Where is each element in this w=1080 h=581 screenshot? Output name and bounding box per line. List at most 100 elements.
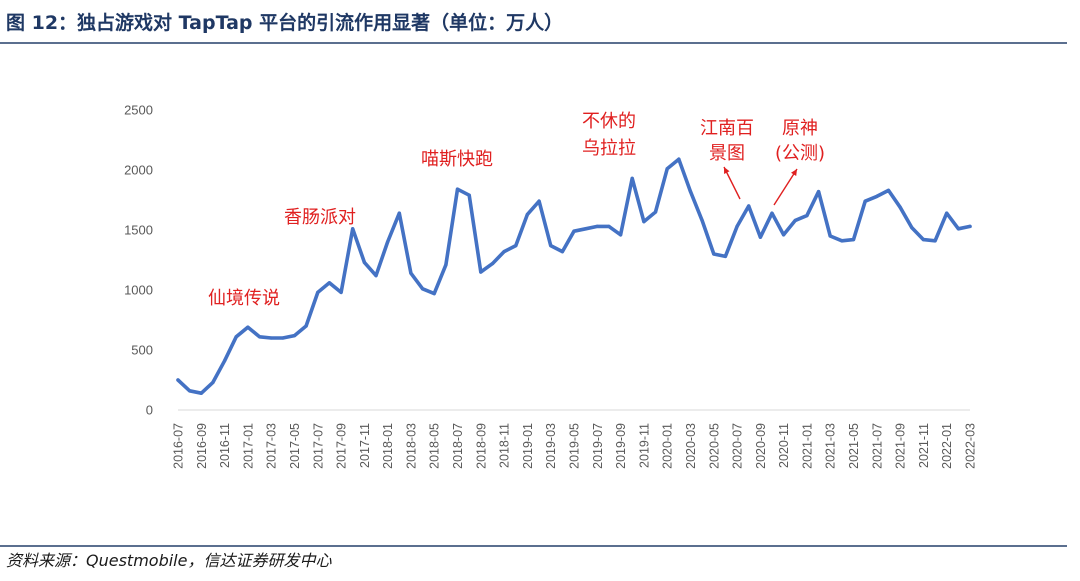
data-point — [514, 244, 518, 248]
data-point — [816, 190, 821, 194]
data-point — [595, 224, 599, 228]
data-point — [956, 227, 960, 231]
data-point — [758, 235, 762, 239]
x-tick-label: 2017-05 — [288, 423, 302, 469]
data-point — [525, 212, 530, 216]
data-point — [584, 227, 588, 231]
x-tick-label: 2016-07 — [172, 423, 186, 469]
data-point — [316, 290, 320, 294]
data-point — [304, 324, 308, 328]
data-point — [467, 193, 471, 197]
data-point — [642, 220, 646, 224]
x-tick-label: 2019-11 — [637, 423, 651, 468]
x-tick-label: 2022-01 — [940, 423, 954, 469]
data-point — [257, 335, 262, 339]
data-point — [840, 239, 844, 243]
series-group — [176, 157, 972, 396]
data-point — [688, 190, 693, 194]
data-point — [199, 391, 203, 395]
x-tick-label: 2016-11 — [218, 423, 232, 468]
data-point — [374, 274, 378, 278]
data-point — [945, 211, 949, 215]
data-point — [968, 224, 972, 228]
data-point — [432, 292, 436, 296]
x-tick-label: 2020-11 — [777, 423, 791, 468]
data-point — [339, 290, 343, 294]
annotation-label: 香肠派对 — [284, 207, 356, 228]
annotation-arrowhead — [791, 169, 797, 176]
data-point — [444, 263, 448, 267]
data-point — [653, 210, 658, 214]
x-tick-label: 2020-03 — [684, 423, 698, 469]
data-point — [747, 204, 751, 208]
x-tick-label: 2017-01 — [241, 423, 255, 469]
x-tick-label: 2021-11 — [917, 423, 931, 468]
x-tick-label: 2021-05 — [847, 423, 861, 469]
x-tick-label: 2018-03 — [404, 423, 418, 469]
x-axis: 2016-07 2016-09 2016-11 2017-01 2017-03 2017-… — [172, 409, 978, 469]
annotation-label: 江南百 — [700, 118, 754, 139]
data-point — [618, 233, 623, 237]
data-point — [782, 233, 786, 237]
x-tick-label: 2021-09 — [894, 423, 908, 469]
data-point — [386, 240, 390, 244]
data-point — [211, 380, 215, 384]
data-point — [910, 226, 914, 230]
y-tick-label: 1000 — [124, 283, 153, 298]
x-tick-label: 2019-01 — [521, 423, 535, 469]
data-point — [560, 250, 564, 254]
x-tick-label: 2020-09 — [754, 423, 768, 469]
annotation-label: 乌拉拉 — [582, 138, 636, 159]
source-rule — [0, 545, 1067, 547]
y-tick-label: 2500 — [124, 103, 153, 118]
data-point — [665, 167, 669, 171]
annotation-label: 原神 — [782, 118, 818, 139]
data-point — [735, 224, 739, 228]
x-tick-label: 2019-05 — [568, 423, 582, 469]
x-tick-label: 2018-05 — [428, 423, 442, 469]
x-tick-label: 2018-09 — [474, 423, 488, 469]
x-tick-label: 2018-01 — [381, 423, 395, 469]
data-point — [723, 254, 728, 258]
x-tick-label: 2017-11 — [358, 423, 372, 468]
data-point — [490, 262, 495, 266]
data-point — [770, 211, 774, 215]
data-point — [327, 281, 332, 285]
data-point — [549, 244, 553, 248]
annotation-label: 景图 — [709, 143, 745, 164]
series-line — [176, 157, 972, 396]
annotation-label: 喵斯快跑 — [421, 149, 493, 170]
data-point — [409, 271, 413, 275]
x-tick-label: 2021-03 — [824, 423, 838, 469]
data-point — [292, 334, 297, 338]
data-point — [700, 218, 704, 222]
x-tick-label: 2018-07 — [451, 423, 465, 469]
data-point — [455, 187, 460, 191]
x-tick-label: 2018-11 — [498, 423, 512, 468]
data-point — [630, 176, 634, 180]
x-tick-label: 2020-01 — [661, 423, 675, 469]
x-tick-label: 2021-07 — [870, 423, 884, 469]
data-point — [863, 199, 867, 203]
data-point — [246, 325, 250, 329]
data-point — [607, 224, 611, 228]
x-tick-label: 2020-07 — [731, 423, 745, 469]
x-tick-label: 2019-09 — [614, 423, 628, 469]
data-point — [677, 157, 681, 161]
annotation-label: 不休的 — [582, 111, 636, 132]
data-point — [572, 229, 576, 233]
x-tick-label: 2021-01 — [800, 423, 814, 469]
data-point — [479, 270, 483, 274]
title-rule — [0, 42, 1067, 44]
y-tick-label: 0 — [146, 403, 153, 418]
y-axis: 0 500 1000 1500 2000 2500 — [124, 103, 153, 418]
x-tick-label: 2016-09 — [195, 423, 209, 469]
data-point — [921, 238, 926, 242]
annotation-arrowhead — [724, 167, 730, 174]
figure-title: 图 12：独占游戏对 TapTap 平台的引流作用显著（单位：万人） — [6, 12, 564, 34]
x-tick-label: 2020-05 — [707, 423, 721, 469]
data-point — [362, 260, 366, 264]
data-point — [828, 234, 832, 238]
